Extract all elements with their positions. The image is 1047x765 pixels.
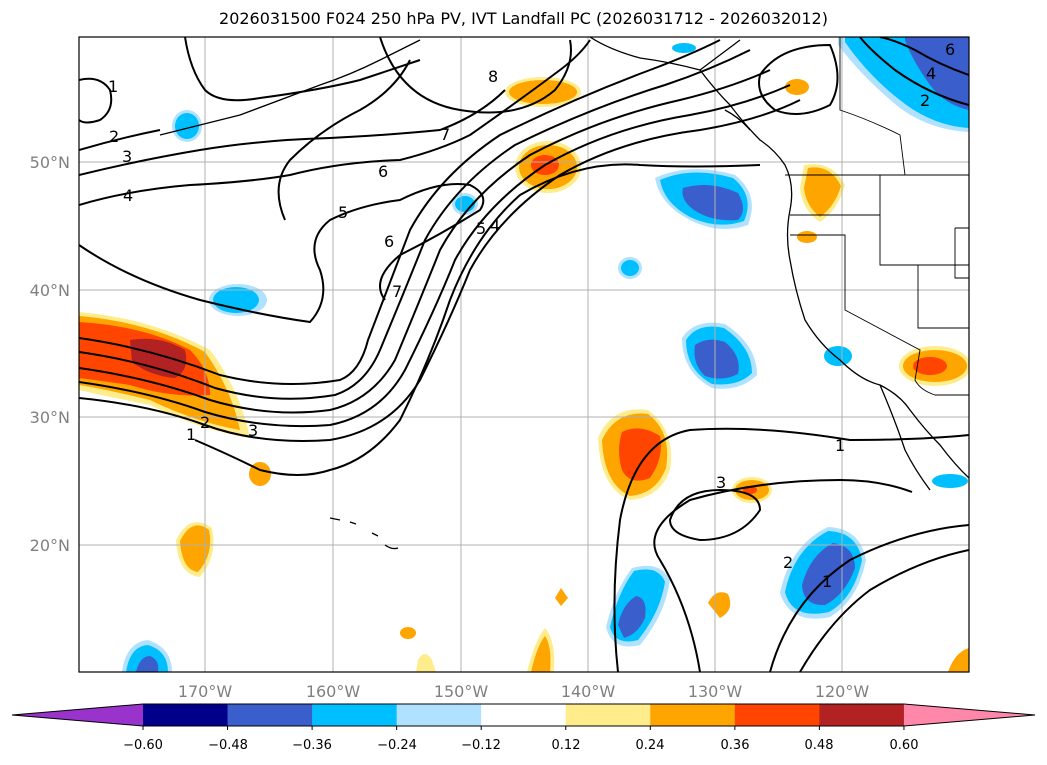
colorbar-segment: [819, 704, 905, 726]
positive-anomaly-area: [619, 428, 661, 481]
political-boundaries: [785, 37, 969, 396]
positive-anomaly-area: [708, 592, 731, 618]
pv-contour-label: 8: [488, 67, 498, 86]
pv-contour-label: 6: [945, 40, 955, 59]
positive-anomaly-area: [555, 588, 568, 606]
negative-anomaly-area: [621, 260, 639, 276]
pv-contours: [79, 37, 969, 672]
colorbar-tick-label: −0.60: [123, 738, 163, 753]
pv-contour-label: 2: [783, 553, 793, 572]
colorbar-segment: [565, 704, 651, 726]
pv-contour-label: 2: [109, 127, 119, 146]
map-title: 2026031500 F024 250 hPa PV, IVT Landfall…: [219, 9, 828, 28]
colorbar-tick-label: 0.36: [721, 738, 750, 753]
pv-contour-label: 2: [920, 91, 930, 110]
colorbar-segment: [734, 704, 820, 726]
colorbar-extend-high: [903, 704, 1035, 726]
negative-anomaly-area: [905, 37, 969, 110]
lon-label: 120°W: [815, 682, 870, 701]
negative-anomaly-area: [136, 656, 159, 672]
lon-label: 130°W: [688, 682, 743, 701]
colorbar-segment: [650, 704, 736, 726]
colorbar-tick-label: −0.36: [292, 738, 332, 753]
colorbar-segment: [396, 704, 482, 726]
colorbar-tick-label: 0.60: [890, 738, 919, 753]
pv-contour-label: 1: [822, 572, 832, 591]
map-frame: [78, 36, 970, 673]
ivt-shading: [79, 37, 969, 672]
negative-anomaly-area: [672, 43, 696, 53]
lon-label: 140°W: [561, 682, 616, 701]
positive-anomaly-area: [804, 167, 841, 217]
negative-anomaly-area: [175, 113, 199, 139]
negative-anomaly-area: [682, 184, 743, 221]
lat-label: 30°N: [30, 408, 70, 427]
colorbar-tick-label: 0.12: [552, 738, 581, 753]
positive-anomaly-area: [509, 80, 577, 104]
colorbar: −0.60 −0.48 −0.36 −0.24 −0.12 0.12 0.24 …: [11, 703, 1036, 753]
negative-anomaly-area: [932, 474, 968, 488]
positive-anomaly-area: [785, 79, 809, 95]
pv-contour-label: 4: [490, 216, 500, 235]
positive-anomaly-area: [797, 231, 817, 243]
lon-label: 150°W: [434, 682, 489, 701]
pv-contour-label: 3: [716, 473, 726, 492]
pv-contour-label: 7: [440, 125, 450, 144]
lat-label: 20°N: [30, 536, 70, 555]
lat-label: 40°N: [30, 281, 70, 300]
pv-contour-label: 4: [123, 186, 133, 205]
colorbar-tick-label: 0.48: [805, 738, 834, 753]
colorbar-tick-label: −0.12: [461, 738, 501, 753]
latitude-labels: 50°N 40°N 30°N 20°N: [30, 153, 70, 555]
lat-label: 50°N: [30, 153, 70, 172]
pv-contour-label: 4: [926, 64, 936, 83]
pv-contour-label: 5: [476, 219, 486, 238]
colorbar-tick-label: 0.24: [636, 738, 665, 753]
negative-anomaly-area: [694, 339, 739, 379]
pv-contour-label: 1: [835, 436, 845, 455]
longitude-labels: 170°W 160°W 150°W 140°W 130°W 120°W: [178, 682, 870, 701]
colorbar-extend-low: [12, 704, 143, 726]
positive-anomaly-area: [180, 525, 211, 572]
pv-contour-label: 6: [384, 232, 394, 251]
pv-contour-label: 2: [200, 413, 210, 432]
pv-contour-label: 6: [378, 162, 388, 181]
pv-contour-label: 3: [122, 147, 132, 166]
positive-anomaly-area: [400, 627, 416, 639]
positive-anomaly-area: [948, 648, 969, 672]
colorbar-tick-labels: −0.60 −0.48 −0.36 −0.24 −0.12 0.12 0.24 …: [123, 738, 918, 753]
colorbar-segment: [143, 704, 229, 726]
colorbar-segment: [227, 704, 313, 726]
colorbar-ticks: [142, 726, 905, 730]
colorbar-segments: [11, 703, 1036, 727]
colorbar-tick-label: −0.24: [377, 738, 417, 753]
negative-anomaly-area: [618, 596, 646, 638]
colorbar-segment: [481, 704, 567, 726]
coastlines: [159, 37, 969, 550]
pv-contour-label: 1: [108, 77, 118, 96]
positive-anomaly-area: [531, 636, 551, 672]
positive-anomaly-area: [130, 338, 187, 378]
pv-contour-labels: 1 2 3 4 5 6 7 8 5 4 6 7 1 2 3 3 1 2 1 4 …: [108, 40, 955, 591]
pv-contour-label: 7: [392, 282, 402, 301]
positive-anomaly-area: [416, 654, 436, 672]
pv-contour-label: 1: [186, 425, 196, 444]
negative-anomaly-area: [824, 346, 852, 366]
lon-label: 170°W: [178, 682, 233, 701]
positive-anomaly-area: [913, 357, 947, 375]
colorbar-tick-label: −0.48: [208, 738, 248, 753]
colorbar-segment: [312, 704, 398, 726]
pv-contour-label: 5: [338, 203, 348, 222]
lon-label: 160°W: [306, 682, 361, 701]
pv-contour-label: 3: [248, 421, 258, 440]
